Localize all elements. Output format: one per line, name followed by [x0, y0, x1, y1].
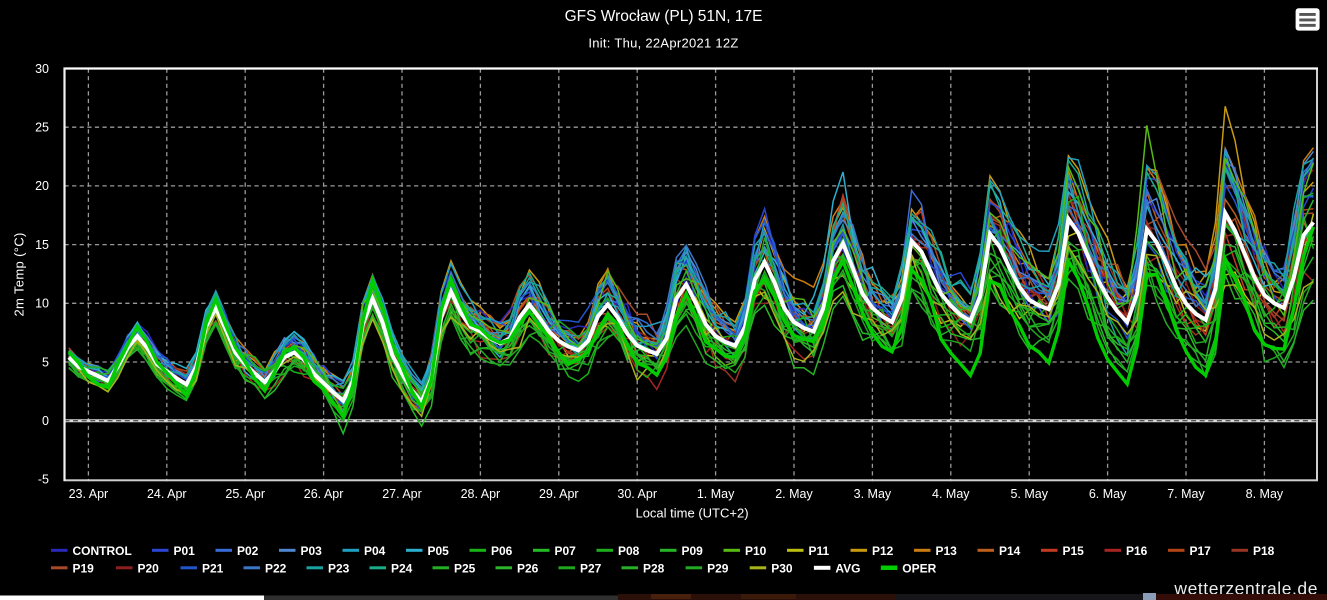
svg-text:P24: P24: [391, 562, 413, 576]
svg-text:P12: P12: [872, 544, 894, 558]
svg-text:Local time (UTC+2): Local time (UTC+2): [635, 506, 748, 521]
svg-text:P22: P22: [265, 562, 287, 576]
svg-text:6. May: 6. May: [1089, 487, 1127, 501]
svg-text:P01: P01: [174, 544, 196, 558]
svg-text:P07: P07: [555, 544, 577, 558]
svg-text:2m Temp (°C): 2m Temp (°C): [12, 232, 27, 316]
svg-text:wetterzentrale.de: wetterzentrale.de: [1173, 579, 1318, 599]
svg-text:26. Apr: 26. Apr: [304, 487, 344, 501]
svg-text:-5: -5: [38, 473, 49, 487]
svg-text:P17: P17: [1190, 544, 1212, 558]
svg-text:20: 20: [35, 179, 49, 193]
svg-text:29. Apr: 29. Apr: [539, 487, 579, 501]
svg-text:P02: P02: [237, 544, 259, 558]
svg-text:OPER: OPER: [902, 562, 936, 576]
svg-text:23. Apr: 23. Apr: [69, 487, 109, 501]
svg-text:P14: P14: [999, 544, 1021, 558]
svg-text:P29: P29: [707, 562, 729, 576]
svg-text:28. Apr: 28. Apr: [461, 487, 501, 501]
svg-text:P28: P28: [643, 562, 665, 576]
svg-text:7. May: 7. May: [1167, 487, 1205, 501]
svg-text:P16: P16: [1126, 544, 1148, 558]
svg-text:P06: P06: [491, 544, 513, 558]
svg-text:P21: P21: [202, 562, 224, 576]
svg-text:P25: P25: [454, 562, 476, 576]
svg-text:P03: P03: [301, 544, 323, 558]
svg-text:CONTROL: CONTROL: [73, 544, 132, 558]
svg-text:P09: P09: [682, 544, 704, 558]
svg-text:P23: P23: [328, 562, 350, 576]
svg-text:27. Apr: 27. Apr: [382, 487, 422, 501]
svg-text:P08: P08: [618, 544, 640, 558]
svg-text:2. May: 2. May: [775, 487, 813, 501]
svg-text:P27: P27: [580, 562, 602, 576]
svg-text:4. May: 4. May: [932, 487, 970, 501]
svg-text:30. Apr: 30. Apr: [617, 487, 657, 501]
svg-text:P15: P15: [1063, 544, 1085, 558]
svg-text:5: 5: [42, 355, 49, 369]
svg-text:GFS Wrocław (PL) 51N, 17E: GFS Wrocław (PL) 51N, 17E: [565, 8, 763, 25]
svg-text:1. May: 1. May: [697, 487, 735, 501]
svg-text:24. Apr: 24. Apr: [147, 487, 187, 501]
svg-text:3. May: 3. May: [854, 487, 892, 501]
svg-text:25. Apr: 25. Apr: [225, 487, 265, 501]
svg-text:30: 30: [35, 62, 49, 76]
svg-text:P04: P04: [364, 544, 386, 558]
svg-text:P05: P05: [428, 544, 450, 558]
svg-text:P19: P19: [73, 562, 95, 576]
svg-text:5. May: 5. May: [1010, 487, 1048, 501]
svg-text:P10: P10: [745, 544, 767, 558]
svg-text:P11: P11: [809, 544, 830, 558]
svg-text:0: 0: [42, 414, 49, 428]
svg-text:10: 10: [35, 297, 49, 311]
svg-text:P30: P30: [771, 562, 793, 576]
svg-text:8. May: 8. May: [1246, 487, 1284, 501]
svg-text:P18: P18: [1253, 544, 1275, 558]
svg-text:Init: Thu, 22Apr2021 12Z: Init: Thu, 22Apr2021 12Z: [588, 35, 738, 50]
svg-text:P13: P13: [936, 544, 958, 558]
svg-text:P26: P26: [517, 562, 539, 576]
svg-text:25: 25: [35, 121, 49, 135]
svg-text:AVG: AVG: [835, 562, 860, 576]
svg-text:15: 15: [35, 238, 49, 252]
svg-text:P20: P20: [138, 562, 160, 576]
